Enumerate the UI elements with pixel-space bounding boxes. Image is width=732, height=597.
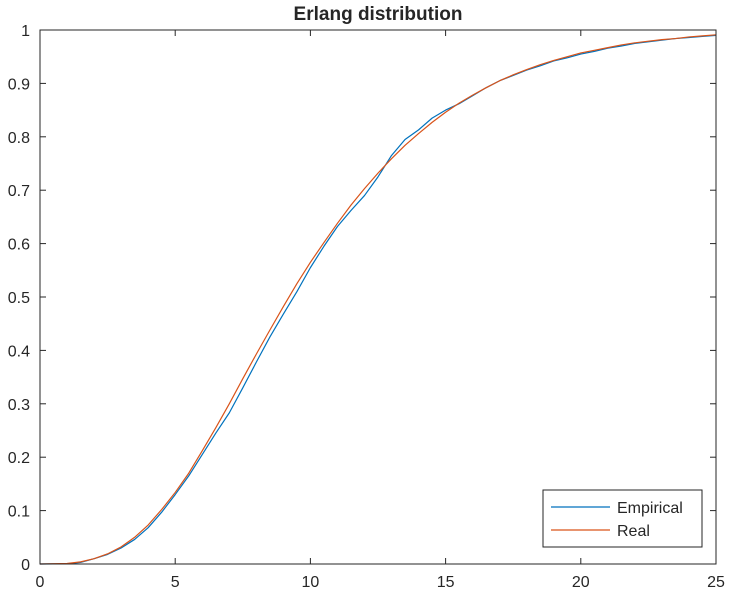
legend-label-real: Real (617, 523, 650, 540)
legend: Empirical Real (542, 489, 703, 548)
x-tick-label: 25 (707, 574, 725, 591)
plot-background (40, 30, 716, 564)
y-tick-label: 0.5 (8, 290, 30, 307)
y-tick-label: 0 (21, 557, 30, 574)
y-tick-label: 0.8 (8, 130, 30, 147)
y-tick-label: 0.1 (8, 504, 30, 521)
y-tick-label: 0.6 (8, 237, 30, 254)
x-tick-label: 10 (302, 574, 320, 591)
x-tick-label: 15 (437, 574, 455, 591)
chart-title: Erlang distribution (294, 4, 463, 25)
y-tick-label: 0.2 (8, 450, 30, 467)
y-tick-label: 0.7 (8, 183, 30, 200)
y-tick-label: 1 (21, 23, 30, 40)
y-tick-label: 0.9 (8, 76, 30, 93)
legend-box (542, 489, 703, 548)
axes-layer: 0 5 10 15 20 25 0 0.1 0.2 0.3 0.4 0.5 0.6 0.7 0.8 0.9 1 (8, 23, 725, 591)
series-line-real (39, 34, 717, 565)
x-tick-label: 5 (171, 574, 180, 591)
y-tick-label: 0.3 (8, 397, 30, 414)
legend-label-empirical: Empirical (617, 500, 683, 517)
plot-area (40, 30, 716, 564)
y-tick-label: 0.4 (8, 343, 30, 360)
x-tick-label: 0 (36, 574, 45, 591)
x-tick-label: 20 (572, 574, 590, 591)
series-layer (39, 34, 717, 565)
